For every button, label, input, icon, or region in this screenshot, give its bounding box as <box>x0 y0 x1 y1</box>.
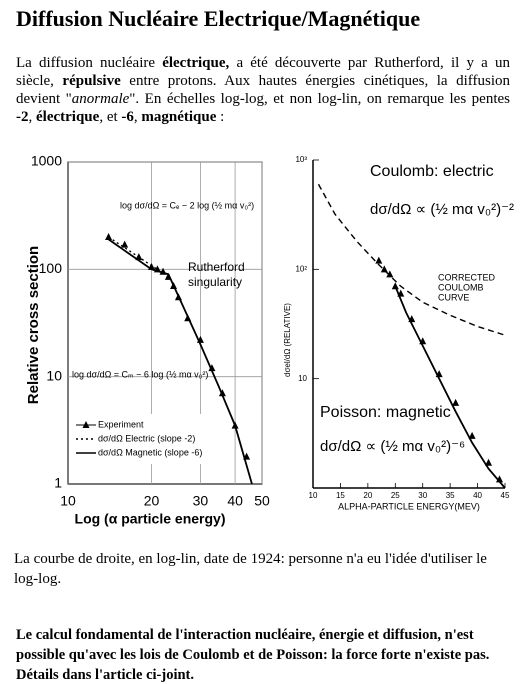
annotation: Poisson: magnetic <box>320 404 451 421</box>
data-line <box>317 183 506 336</box>
x-axis-label: ALPHA-PARTICLE ENERGY(MEV) <box>338 501 480 511</box>
legend-label: Experiment <box>98 419 144 429</box>
x-tick-label: 30 <box>418 491 427 500</box>
intro-text: entre protons. Aux hautes énergies cinét… <box>16 73 510 107</box>
x-axis-label: Log (α particle energy) <box>75 511 226 527</box>
data-point <box>408 315 416 323</box>
x-tick-label: 25 <box>391 491 400 500</box>
y-axis-label: dσel/dΩ (RELATIVE) <box>283 303 292 377</box>
intro: La diffusion nucléaire électrique, a été… <box>16 54 510 126</box>
y-tick-label: 1000 <box>31 153 62 169</box>
data-point <box>386 270 394 278</box>
annotation: COULOMB <box>438 282 484 292</box>
intro-text: : <box>216 109 225 125</box>
x-tick-label: 50 <box>254 493 270 509</box>
x-tick-label: 20 <box>363 491 372 500</box>
x-tick-label: 10 <box>309 491 318 500</box>
x-tick-label: 15 <box>336 491 345 500</box>
data-point <box>397 289 405 297</box>
annotation: dσ/dΩ ∝ (½ mα v₀²)⁻² <box>370 201 514 218</box>
intro-text: -2 <box>16 109 29 125</box>
intro-text: -6 <box>121 109 134 125</box>
annotation: CURVE <box>438 292 469 302</box>
annotation: CORRECTED <box>438 272 496 282</box>
data-point <box>218 389 226 397</box>
legend-swatch <box>82 421 90 428</box>
data-point <box>468 431 476 439</box>
intro-text: La diffusion nucléaire <box>16 55 163 71</box>
x-tick-label: 40 <box>227 493 243 509</box>
annotation: Rutherford <box>188 260 245 274</box>
conclusion: Le calcul fondamental de l'interaction n… <box>16 627 490 683</box>
intro-text: électrique, <box>162 55 230 71</box>
y-tick-label: 10³ <box>295 155 307 164</box>
y-tick-label: 1 <box>54 475 62 491</box>
data-point <box>452 398 460 406</box>
x-tick-label: 45 <box>501 491 510 500</box>
intro-text: a été découverte par Rutherford, il y a … <box>16 55 510 89</box>
y-tick-label: 10² <box>295 264 307 273</box>
x-tick-label: 10 <box>60 493 76 509</box>
x-tick-label: 20 <box>144 493 160 509</box>
annotation: log dσ/dΩ = Cₑ − 2 log (½ mα v₀²) <box>120 200 254 210</box>
legend-label: dσ/dΩ Magnetic (slope -6) <box>98 447 202 457</box>
x-tick-label: 30 <box>193 493 209 509</box>
data-point <box>208 364 216 372</box>
annotation: log dσ/dΩ = Cₘ − 6 log (½ mα v₀²) <box>72 369 208 379</box>
y-axis-label: Relative cross section <box>25 246 42 404</box>
data-point <box>419 337 427 345</box>
data-point <box>380 265 388 273</box>
data-point <box>105 233 113 241</box>
data-point <box>485 458 493 466</box>
intro-text: , <box>28 109 36 125</box>
annotation: Coulomb: electric <box>370 163 494 180</box>
caption: La courbe de droite, en log-lin, date de… <box>14 551 487 587</box>
intro-text: répulsive <box>62 73 121 89</box>
data-point <box>391 282 399 290</box>
intro-text: , <box>133 109 142 125</box>
x-tick-label: 40 <box>473 491 482 500</box>
y-tick-label: 10 <box>298 374 307 383</box>
intro-text: électrique <box>36 109 100 125</box>
data-line <box>108 238 253 485</box>
legend-label: dσ/dΩ Electric (slope -2) <box>98 433 195 443</box>
y-tick-label: 100 <box>39 260 63 276</box>
annotation: dσ/dΩ ∝ (½ mα v₀²)⁻⁶ <box>320 438 465 455</box>
legend-box <box>72 414 222 464</box>
data-point <box>375 256 383 264</box>
x-tick-label: 35 <box>446 491 455 500</box>
annotation: singularity <box>188 275 242 289</box>
title: Diffusion Nucléaire Electrique/Magnétiqu… <box>16 6 421 31</box>
intro-text: magnétique <box>141 109 217 125</box>
y-tick-label: 10 <box>46 367 62 383</box>
intro-text: , et <box>99 109 122 125</box>
intro-text: anormale <box>71 91 130 107</box>
data-line <box>108 236 169 278</box>
data-point <box>496 475 504 483</box>
intro-text: ". En échelles log-log, et non log-lin, … <box>129 91 511 107</box>
data-point <box>435 370 443 378</box>
